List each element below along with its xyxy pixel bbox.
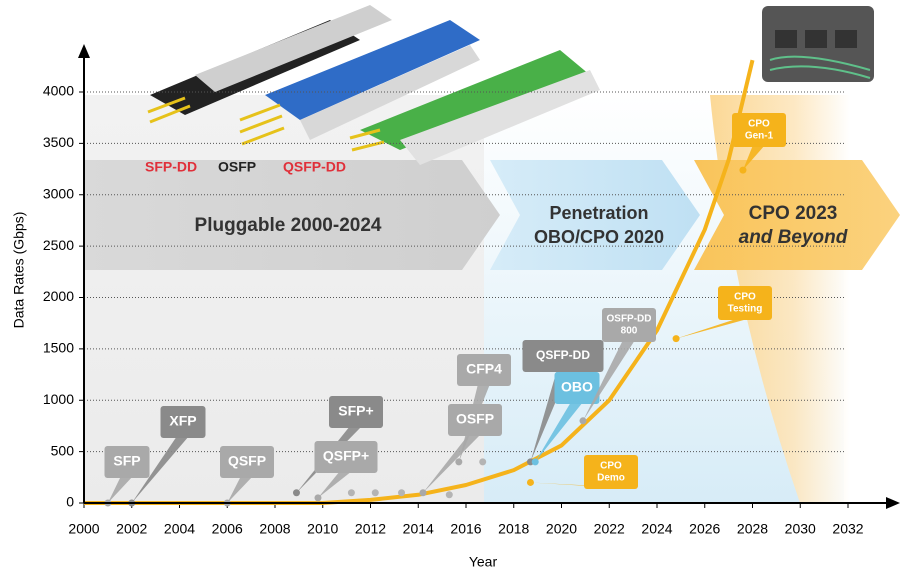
logo: SFP-DD	[145, 159, 197, 175]
x-tick-label: 2010	[307, 521, 338, 537]
x-tick-label: 2024	[641, 521, 672, 537]
x-tick-label: 2028	[737, 521, 768, 537]
logo: OSFP	[218, 159, 256, 175]
data-dot	[372, 489, 379, 496]
callout-point	[579, 417, 586, 424]
chart: SFP-DD OSFP QSFP-DD 0 500 1000 1500 2000 2500…	[0, 0, 906, 573]
callout-label: Testing	[728, 304, 763, 315]
callout-label: CPO	[600, 461, 622, 472]
logos: SFP-DD OSFP QSFP-DD	[145, 159, 346, 175]
callout-label: CPO	[734, 292, 756, 303]
data-dot	[446, 491, 453, 498]
x-tick-label: 2022	[594, 521, 625, 537]
callout-point	[673, 335, 680, 342]
data-dot	[348, 489, 355, 496]
x-tick-label: 2032	[832, 521, 863, 537]
y-tick-label: 0	[66, 494, 74, 510]
callout-point	[739, 167, 746, 174]
callout-label: SFP	[113, 453, 140, 469]
data-dot	[479, 458, 486, 465]
x-tick-label: 2030	[785, 521, 816, 537]
callout-label: OSFP-DD	[607, 314, 652, 325]
x-tick-label: 2016	[450, 521, 481, 537]
callout-label: Demo	[597, 473, 625, 484]
y-tick-label: 3500	[43, 134, 74, 150]
y-tick-label: 4000	[43, 83, 74, 99]
phase-label: CPO 2023	[749, 203, 838, 224]
x-tick-label: 2018	[498, 521, 529, 537]
callout-label: QSFP-DD	[536, 348, 590, 362]
phase-label: Pluggable 2000-2024	[195, 215, 382, 236]
callout-point	[293, 489, 300, 496]
y-tick-label: 3000	[43, 185, 74, 201]
x-tick-label: 2008	[259, 521, 290, 537]
callout-label: OSFP	[456, 411, 494, 427]
phase-label: and Beyond	[739, 227, 848, 248]
callout-label: XFP	[169, 413, 196, 429]
x-tick-label: 2004	[164, 521, 195, 537]
phase-label: OBO/CPO 2020	[534, 227, 664, 247]
callout-label: CFP4	[466, 361, 502, 377]
callout-point	[532, 458, 539, 465]
data-dot	[398, 489, 405, 496]
callout-label: Gen-1	[745, 131, 774, 142]
callout-label: SFP+	[338, 403, 373, 419]
callout-point	[527, 479, 534, 486]
x-tick-label: 2026	[689, 521, 720, 537]
y-tick-label: 2000	[43, 288, 74, 304]
x-tick-label: 2014	[403, 521, 434, 537]
callout-label: QSFP	[228, 453, 266, 469]
x-tick-label: 2002	[116, 521, 147, 537]
callout-point	[314, 494, 321, 501]
callout-point	[455, 458, 462, 465]
x-tick-label: 2000	[68, 521, 99, 537]
y-tick-label: 1000	[43, 391, 74, 407]
x-tick-label: 2006	[212, 521, 243, 537]
callout-label: QSFP+	[323, 448, 369, 464]
x-tick-label: 2012	[355, 521, 386, 537]
y-tick-label: 1500	[43, 340, 74, 356]
phase-label: Penetration	[549, 203, 648, 223]
y-axis-label: Data Rates (Gbps)	[11, 212, 27, 329]
callout-point	[420, 489, 427, 496]
callout-label: OBO	[561, 379, 593, 395]
y-tick-label: 2500	[43, 237, 74, 253]
y-tick-label: 500	[51, 442, 75, 458]
x-tick-label: 2020	[546, 521, 577, 537]
logo: QSFP-DD	[283, 159, 346, 175]
x-axis-label: Year	[469, 554, 498, 570]
callout-label: 800	[621, 326, 638, 337]
callout-label: CPO	[748, 119, 770, 130]
